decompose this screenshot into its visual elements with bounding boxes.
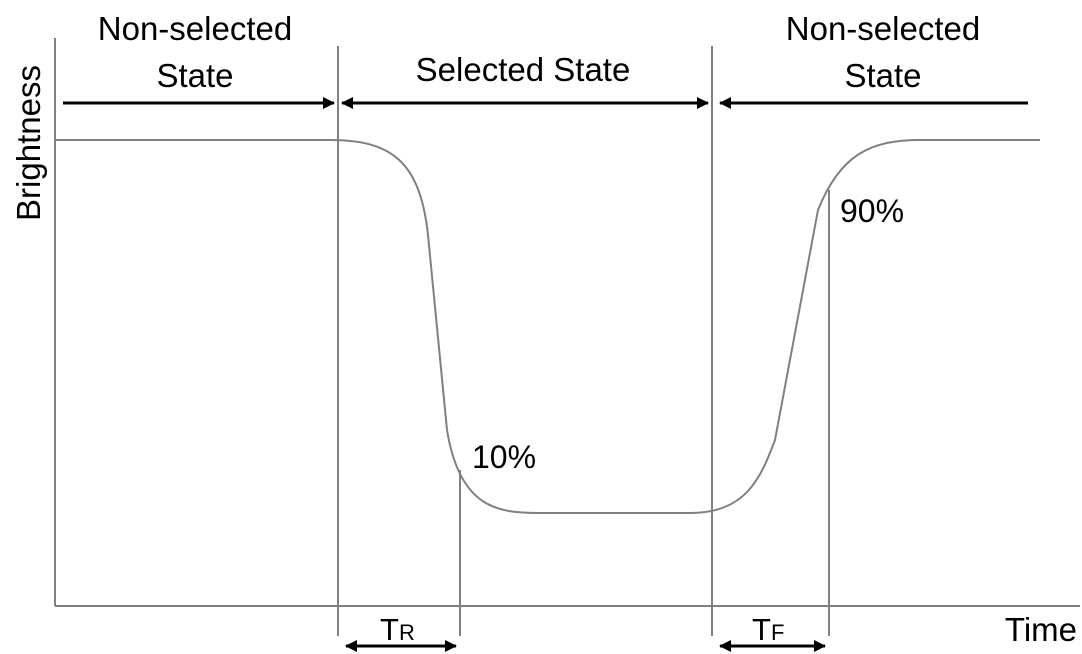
rise-time-symbol: T [380,612,399,647]
fall-time-label: TF [752,612,784,647]
fall-time-subscript: F [771,620,784,645]
ten-percent-label: 10% [472,439,536,475]
ninety-percent-label: 90% [840,193,904,229]
right-state-label-line1: Non-selected [786,10,980,47]
brightness-curve [55,139,1040,514]
x-axis-label: Time [1005,611,1077,648]
left-state-label-line1: Non-selected [98,10,292,47]
left-state-label-line2: State [156,57,233,94]
y-axis-label: Brightness [10,65,47,221]
right-state-label-line2: State [844,57,921,94]
rise-time-subscript: R [399,620,415,645]
rise-time-label: TR [380,612,415,647]
fall-time-symbol: T [752,612,771,647]
selected-state-label: Selected State [416,51,631,88]
